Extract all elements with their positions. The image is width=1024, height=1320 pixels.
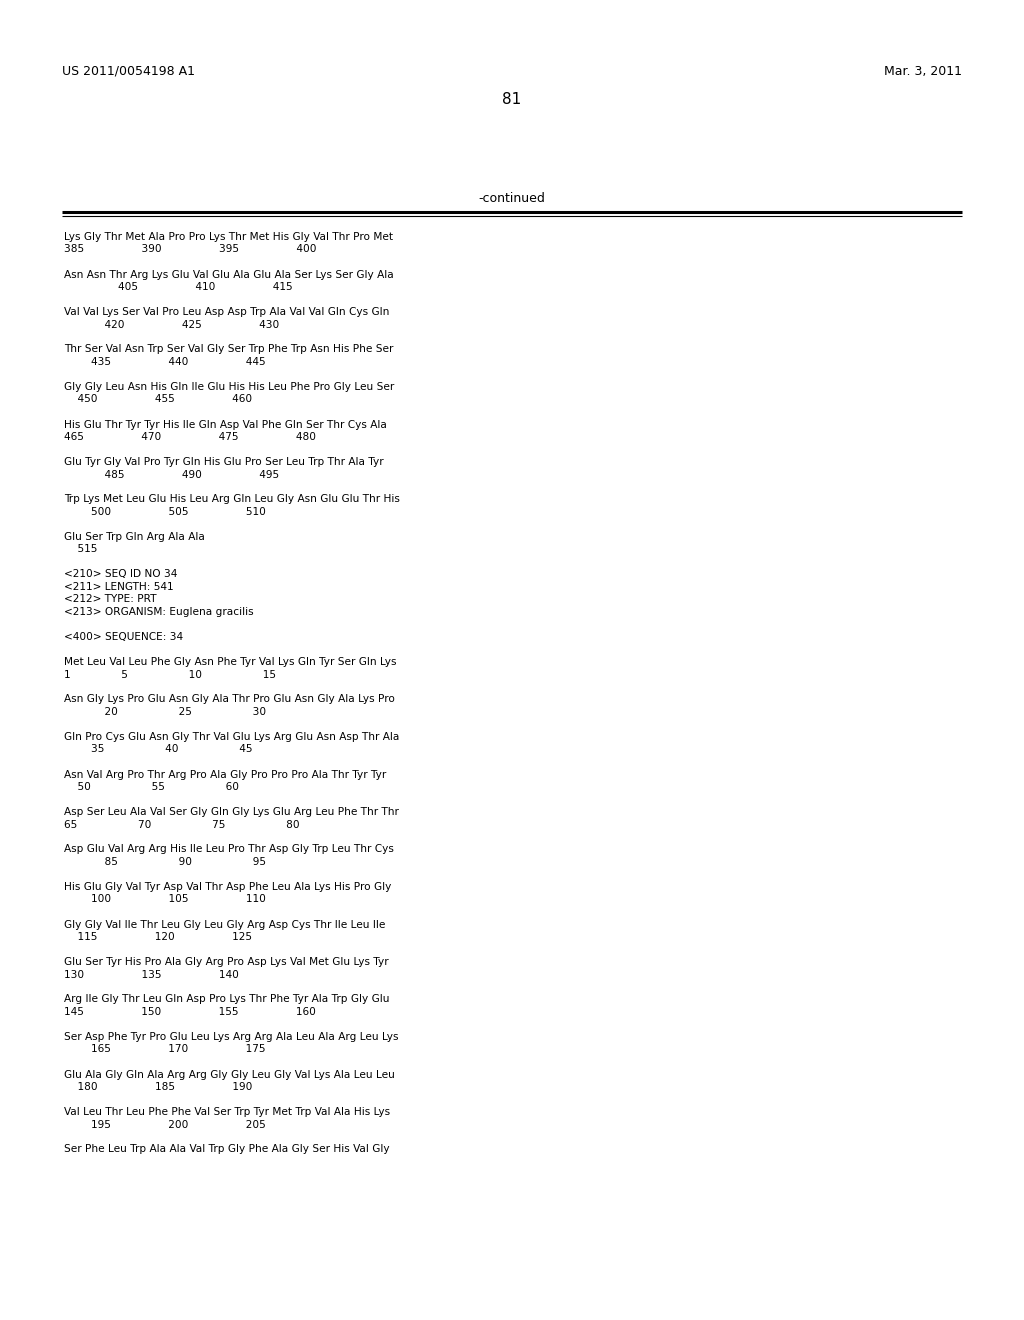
Text: Asp Ser Leu Ala Val Ser Gly Gln Gly Lys Glu Arg Leu Phe Thr Thr: Asp Ser Leu Ala Val Ser Gly Gln Gly Lys … (63, 807, 399, 817)
Text: Thr Ser Val Asn Trp Ser Val Gly Ser Trp Phe Trp Asn His Phe Ser: Thr Ser Val Asn Trp Ser Val Gly Ser Trp … (63, 345, 393, 355)
Text: Met Leu Val Leu Phe Gly Asn Phe Tyr Val Lys Gln Tyr Ser Gln Lys: Met Leu Val Leu Phe Gly Asn Phe Tyr Val … (63, 657, 396, 667)
Text: 100                 105                 110: 100 105 110 (63, 895, 266, 904)
Text: Gly Gly Val Ile Thr Leu Gly Leu Gly Arg Asp Cys Thr Ile Leu Ile: Gly Gly Val Ile Thr Leu Gly Leu Gly Arg … (63, 920, 385, 929)
Text: 435                 440                 445: 435 440 445 (63, 356, 265, 367)
Text: 180                 185                 190: 180 185 190 (63, 1082, 252, 1092)
Text: 515: 515 (63, 544, 97, 554)
Text: Glu Ser Tyr His Pro Ala Gly Arg Pro Asp Lys Val Met Glu Lys Tyr: Glu Ser Tyr His Pro Ala Gly Arg Pro Asp … (63, 957, 389, 968)
Text: Glu Tyr Gly Val Pro Tyr Gln His Glu Pro Ser Leu Trp Thr Ala Tyr: Glu Tyr Gly Val Pro Tyr Gln His Glu Pro … (63, 457, 384, 467)
Text: Arg Ile Gly Thr Leu Gln Asp Pro Lys Thr Phe Tyr Ala Trp Gly Glu: Arg Ile Gly Thr Leu Gln Asp Pro Lys Thr … (63, 994, 389, 1005)
Text: 35                  40                  45: 35 40 45 (63, 744, 253, 755)
Text: 500                 505                 510: 500 505 510 (63, 507, 266, 517)
Text: US 2011/0054198 A1: US 2011/0054198 A1 (62, 65, 195, 78)
Text: -continued: -continued (478, 191, 546, 205)
Text: 195                 200                 205: 195 200 205 (63, 1119, 266, 1130)
Text: Asn Val Arg Pro Thr Arg Pro Ala Gly Pro Pro Pro Ala Thr Tyr Tyr: Asn Val Arg Pro Thr Arg Pro Ala Gly Pro … (63, 770, 386, 780)
Text: 65                  70                  75                  80: 65 70 75 80 (63, 820, 300, 829)
Text: Asp Glu Val Arg Arg His Ile Leu Pro Thr Asp Gly Trp Leu Thr Cys: Asp Glu Val Arg Arg His Ile Leu Pro Thr … (63, 845, 394, 854)
Text: 420                 425                 430: 420 425 430 (63, 319, 280, 330)
Text: Val Leu Thr Leu Phe Phe Val Ser Trp Tyr Met Trp Val Ala His Lys: Val Leu Thr Leu Phe Phe Val Ser Trp Tyr … (63, 1107, 390, 1117)
Text: 165                 170                 175: 165 170 175 (63, 1044, 265, 1055)
Text: Val Val Lys Ser Val Pro Leu Asp Asp Trp Ala Val Val Gln Cys Gln: Val Val Lys Ser Val Pro Leu Asp Asp Trp … (63, 308, 389, 317)
Text: Gly Gly Leu Asn His Gln Ile Glu His His Leu Phe Pro Gly Leu Ser: Gly Gly Leu Asn His Gln Ile Glu His His … (63, 381, 394, 392)
Text: His Glu Gly Val Tyr Asp Val Thr Asp Phe Leu Ala Lys His Pro Gly: His Glu Gly Val Tyr Asp Val Thr Asp Phe … (63, 882, 391, 892)
Text: Asn Asn Thr Arg Lys Glu Val Glu Ala Glu Ala Ser Lys Ser Gly Ala: Asn Asn Thr Arg Lys Glu Val Glu Ala Glu … (63, 269, 394, 280)
Text: 1               5                  10                  15: 1 5 10 15 (63, 669, 276, 680)
Text: Lys Gly Thr Met Ala Pro Pro Lys Thr Met His Gly Val Thr Pro Met: Lys Gly Thr Met Ala Pro Pro Lys Thr Met … (63, 232, 393, 242)
Text: <213> ORGANISM: Euglena gracilis: <213> ORGANISM: Euglena gracilis (63, 607, 254, 616)
Text: <210> SEQ ID NO 34: <210> SEQ ID NO 34 (63, 569, 177, 579)
Text: 50                  55                  60: 50 55 60 (63, 781, 239, 792)
Text: 130                 135                 140: 130 135 140 (63, 969, 239, 979)
Text: 85                  90                  95: 85 90 95 (63, 857, 266, 867)
Text: Glu Ala Gly Gln Ala Arg Arg Gly Gly Leu Gly Val Lys Ala Leu Leu: Glu Ala Gly Gln Ala Arg Arg Gly Gly Leu … (63, 1069, 395, 1080)
Text: 385                 390                 395                 400: 385 390 395 400 (63, 244, 316, 255)
Text: 81: 81 (503, 92, 521, 107)
Text: Ser Phe Leu Trp Ala Ala Val Trp Gly Phe Ala Gly Ser His Val Gly: Ser Phe Leu Trp Ala Ala Val Trp Gly Phe … (63, 1144, 389, 1155)
Text: 20                  25                  30: 20 25 30 (63, 708, 266, 717)
Text: Gln Pro Cys Glu Asn Gly Thr Val Glu Lys Arg Glu Asn Asp Thr Ala: Gln Pro Cys Glu Asn Gly Thr Val Glu Lys … (63, 733, 399, 742)
Text: 450                 455                 460: 450 455 460 (63, 395, 252, 404)
Text: <211> LENGTH: 541: <211> LENGTH: 541 (63, 582, 174, 591)
Text: <400> SEQUENCE: 34: <400> SEQUENCE: 34 (63, 632, 183, 642)
Text: Trp Lys Met Leu Glu His Leu Arg Gln Leu Gly Asn Glu Glu Thr His: Trp Lys Met Leu Glu His Leu Arg Gln Leu … (63, 495, 400, 504)
Text: 145                 150                 155                 160: 145 150 155 160 (63, 1007, 315, 1016)
Text: Asn Gly Lys Pro Glu Asn Gly Ala Thr Pro Glu Asn Gly Ala Lys Pro: Asn Gly Lys Pro Glu Asn Gly Ala Thr Pro … (63, 694, 395, 705)
Text: <212> TYPE: PRT: <212> TYPE: PRT (63, 594, 157, 605)
Text: 485                 490                 495: 485 490 495 (63, 470, 280, 479)
Text: Glu Ser Trp Gln Arg Ala Ala: Glu Ser Trp Gln Arg Ala Ala (63, 532, 205, 543)
Text: 115                 120                 125: 115 120 125 (63, 932, 252, 942)
Text: His Glu Thr Tyr Tyr His Ile Gln Asp Val Phe Gln Ser Thr Cys Ala: His Glu Thr Tyr Tyr His Ile Gln Asp Val … (63, 420, 387, 429)
Text: 465                 470                 475                 480: 465 470 475 480 (63, 432, 316, 442)
Text: Ser Asp Phe Tyr Pro Glu Leu Lys Arg Arg Ala Leu Ala Arg Leu Lys: Ser Asp Phe Tyr Pro Glu Leu Lys Arg Arg … (63, 1032, 398, 1041)
Text: 405                 410                 415: 405 410 415 (63, 282, 293, 292)
Text: Mar. 3, 2011: Mar. 3, 2011 (884, 65, 962, 78)
